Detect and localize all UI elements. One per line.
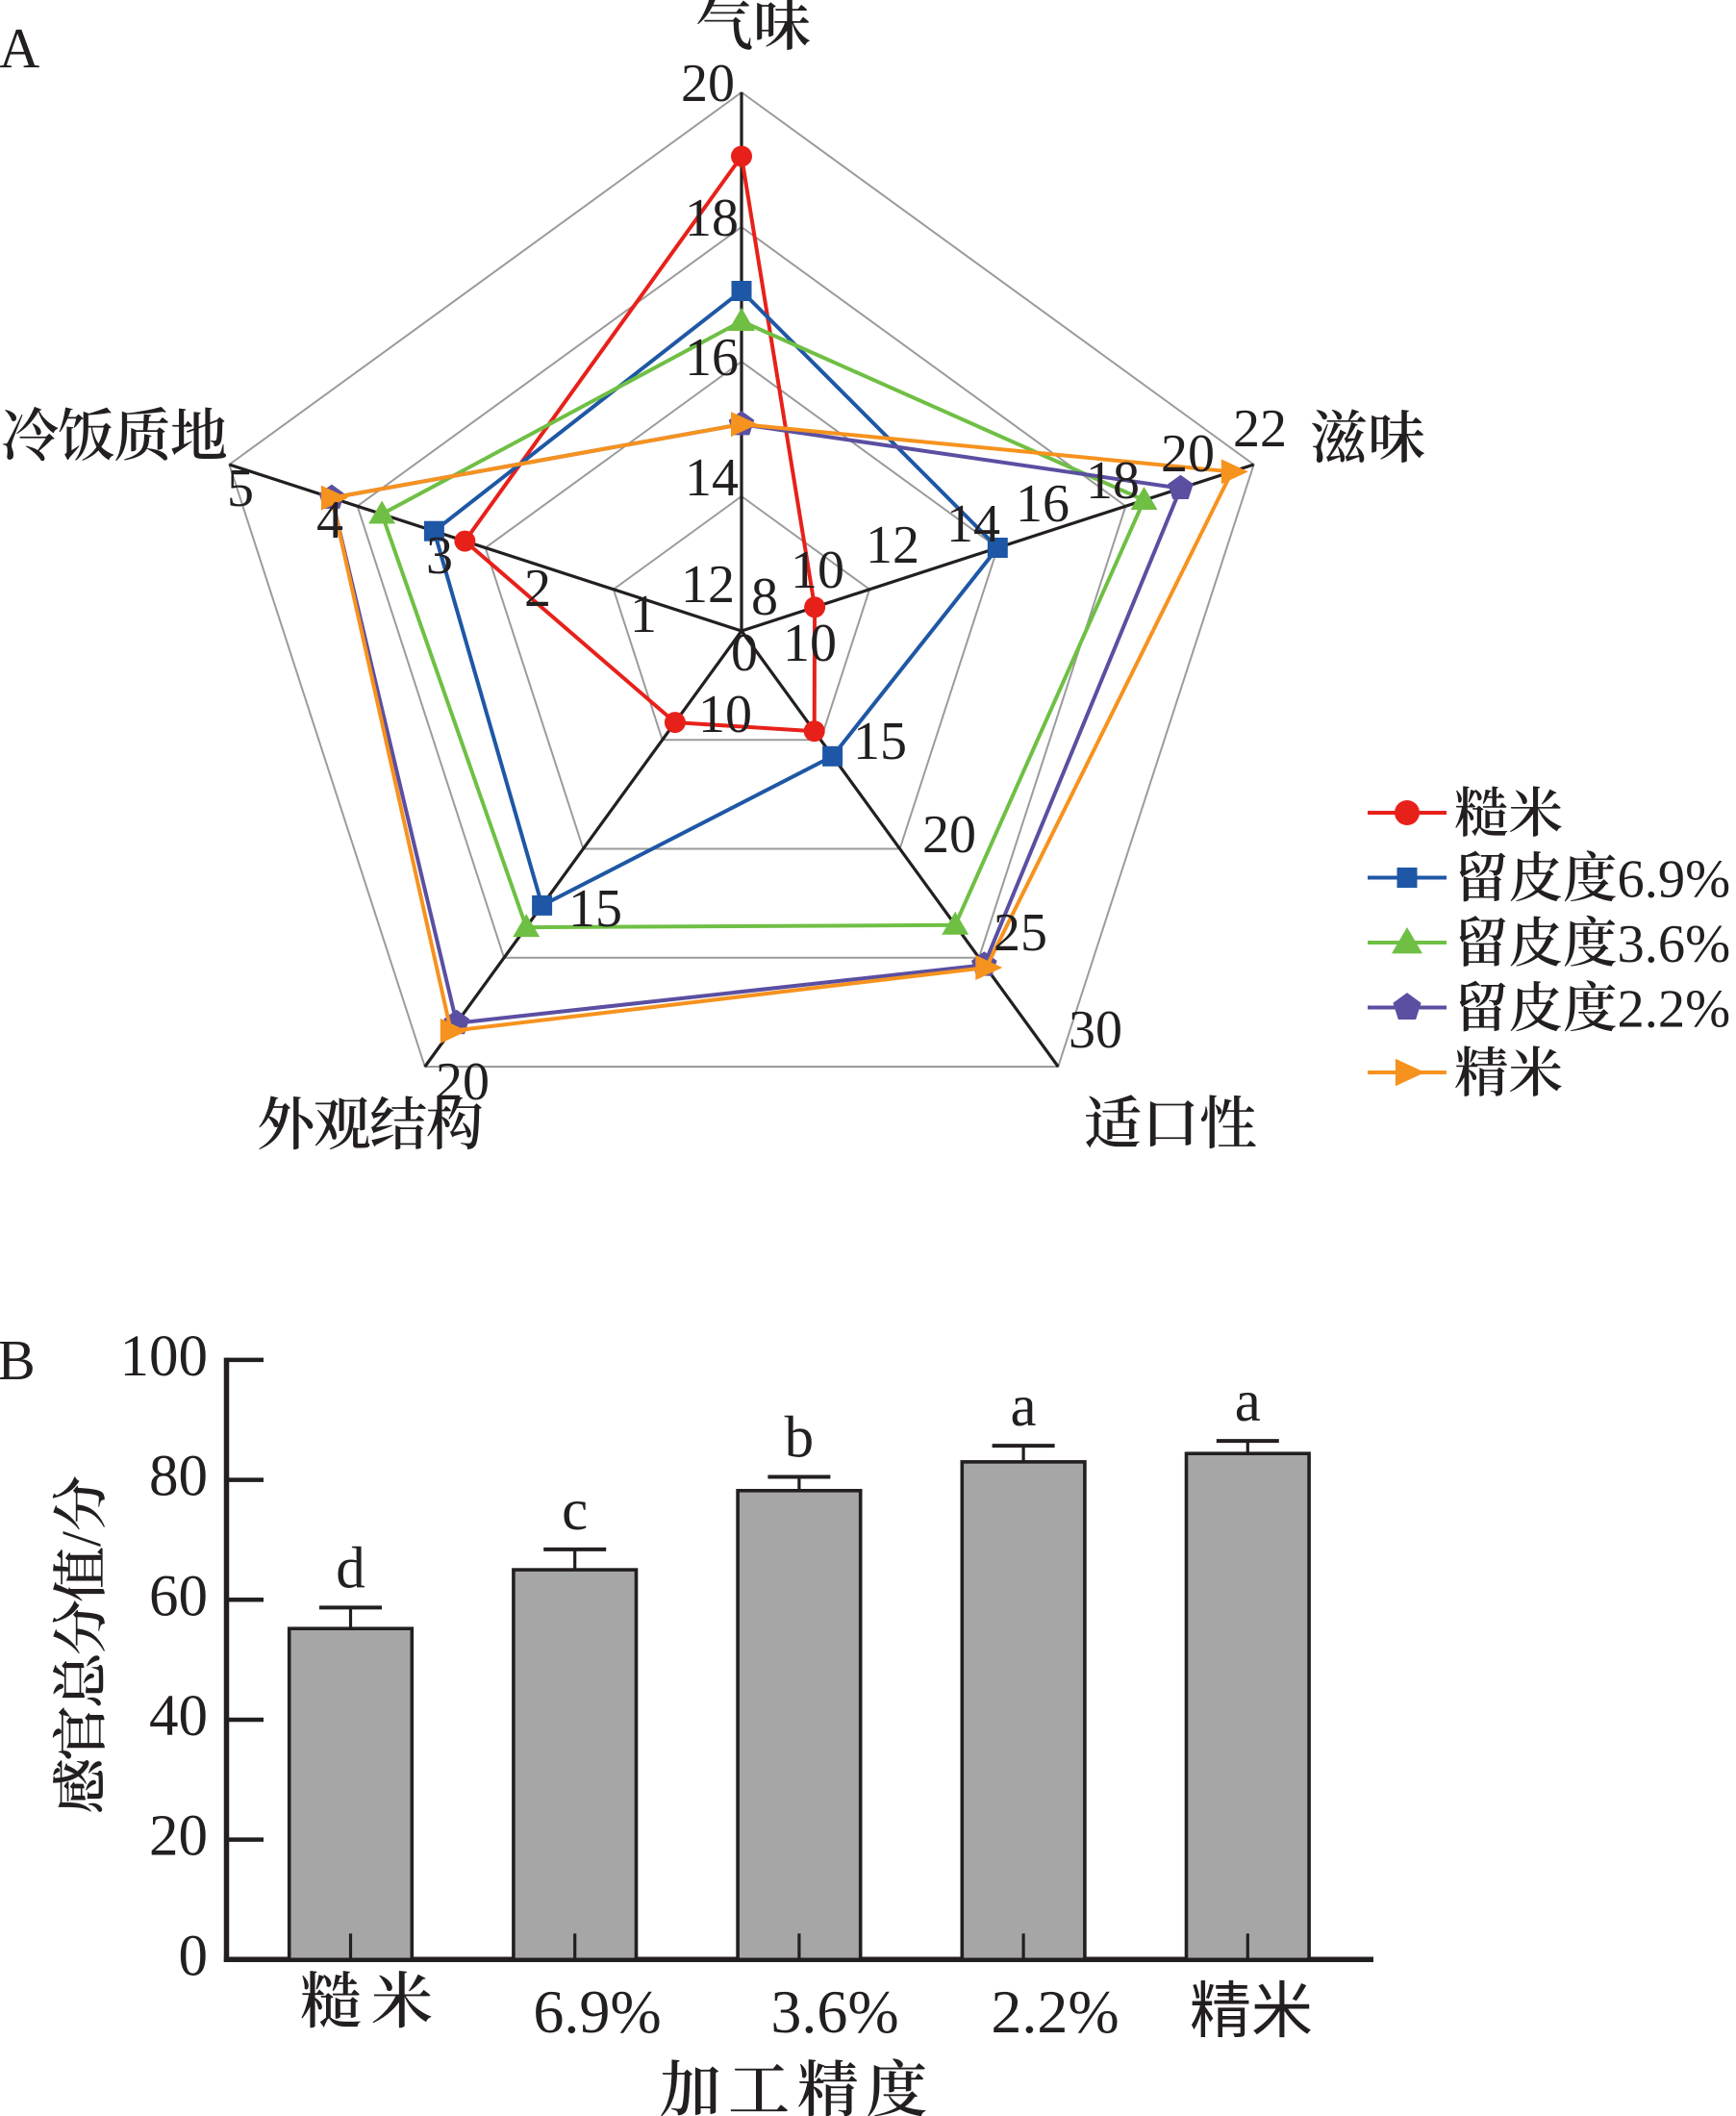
svg-text:14: 14 — [946, 494, 1000, 554]
svg-text:2: 2 — [524, 559, 551, 618]
svg-text:18: 18 — [1086, 451, 1140, 511]
svg-text:精米: 精米 — [1190, 1977, 1313, 2046]
svg-text:100: 100 — [120, 1324, 209, 1389]
svg-text:10: 10 — [783, 614, 837, 673]
svg-text:25: 25 — [994, 903, 1047, 963]
svg-text:10: 10 — [791, 541, 844, 600]
svg-text:20: 20 — [922, 805, 976, 865]
svg-text:0: 0 — [179, 1924, 209, 1988]
svg-text:2.2%: 2.2% — [1618, 980, 1731, 1040]
svg-text:a: a — [1011, 1374, 1037, 1439]
svg-text:c: c — [562, 1478, 588, 1543]
svg-text:a: a — [1235, 1370, 1261, 1434]
svg-text:d: d — [336, 1536, 365, 1600]
svg-text:30: 30 — [1069, 1000, 1122, 1060]
svg-text:20: 20 — [436, 1052, 490, 1112]
svg-text:18: 18 — [685, 189, 739, 248]
svg-text:6.9%: 6.9% — [1618, 850, 1731, 910]
svg-text:60: 60 — [149, 1564, 208, 1628]
svg-text:B: B — [0, 1328, 36, 1392]
svg-text:40: 40 — [149, 1684, 208, 1749]
svg-text:b: b — [785, 1406, 815, 1471]
svg-text:20: 20 — [1161, 424, 1215, 484]
svg-text:5: 5 — [227, 459, 254, 518]
svg-text:4: 4 — [316, 491, 343, 550]
svg-text:3.6%: 3.6% — [770, 1977, 898, 2046]
svg-text:20: 20 — [149, 1804, 208, 1869]
svg-text:3.6%: 3.6% — [1618, 915, 1731, 974]
svg-text:16: 16 — [685, 328, 739, 388]
svg-text:6.9%: 6.9% — [533, 1977, 661, 2046]
svg-text:80: 80 — [149, 1445, 208, 1509]
svg-text:8: 8 — [751, 567, 778, 627]
svg-text:12: 12 — [866, 516, 919, 575]
svg-text:10: 10 — [698, 685, 752, 744]
svg-text:2.2%: 2.2% — [991, 1977, 1119, 2046]
svg-text:22: 22 — [1233, 399, 1287, 459]
svg-text:A: A — [0, 16, 40, 80]
svg-text:20: 20 — [681, 54, 735, 113]
svg-text:/: / — [50, 1530, 113, 1547]
svg-text:16: 16 — [1016, 474, 1069, 534]
svg-text:1: 1 — [630, 585, 657, 644]
svg-text:3: 3 — [426, 526, 453, 586]
svg-text:0: 0 — [731, 623, 758, 683]
svg-text:12: 12 — [681, 555, 735, 615]
svg-text:15: 15 — [853, 712, 907, 771]
svg-text:14: 14 — [685, 448, 739, 508]
svg-text:15: 15 — [568, 879, 622, 939]
